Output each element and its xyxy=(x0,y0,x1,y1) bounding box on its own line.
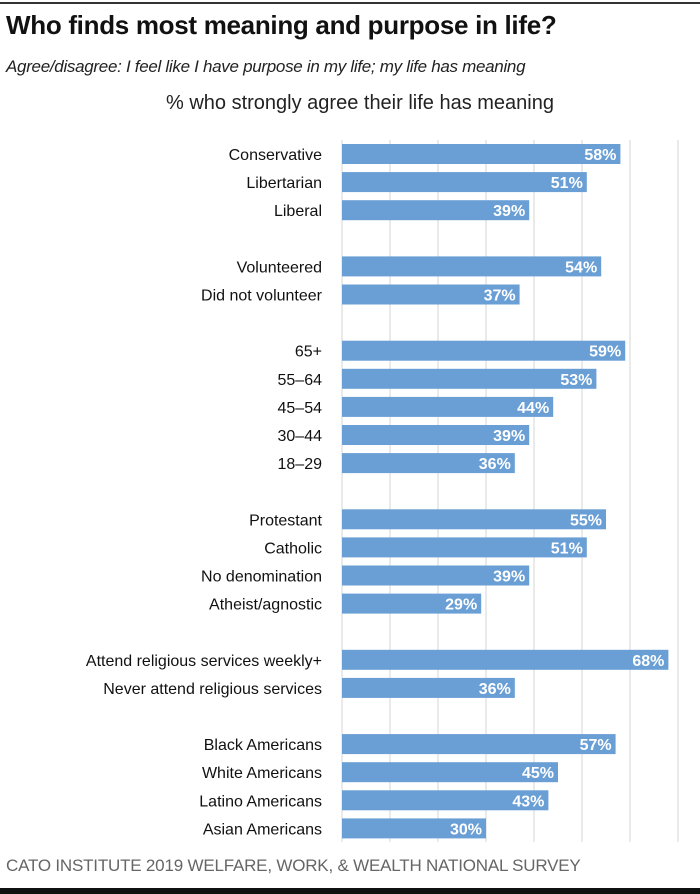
bar xyxy=(342,396,554,417)
category-label: Black Americans xyxy=(204,737,322,754)
bar xyxy=(342,340,626,361)
data-label: 43% xyxy=(512,793,544,810)
data-label: 30% xyxy=(450,821,482,838)
page-title: Who finds most meaning and purpose in li… xyxy=(6,10,557,40)
data-label: 51% xyxy=(551,540,583,557)
bar xyxy=(342,593,482,614)
category-label: 65+ xyxy=(295,344,322,361)
bar xyxy=(342,649,669,670)
category-label: 45–54 xyxy=(278,400,323,417)
bar xyxy=(342,818,486,839)
category-label: Latino Americans xyxy=(199,793,322,810)
category-label: No denomination xyxy=(201,569,322,586)
data-label: 36% xyxy=(479,681,511,698)
category-label: Asian Americans xyxy=(203,821,322,838)
data-label: 68% xyxy=(632,653,664,670)
data-label: 37% xyxy=(484,288,516,305)
data-label: 36% xyxy=(479,456,511,473)
category-label: White Americans xyxy=(202,765,322,782)
source-note: CATO INSTITUTE 2019 WELFARE, WORK, & WEA… xyxy=(6,856,581,875)
data-label: 29% xyxy=(445,597,477,614)
category-label: Libertarian xyxy=(246,175,322,192)
bar xyxy=(342,677,515,698)
bar xyxy=(342,172,587,193)
data-label: 44% xyxy=(517,400,549,417)
bar xyxy=(342,734,616,755)
data-label: 39% xyxy=(493,569,525,586)
data-label: 39% xyxy=(493,428,525,445)
category-label: Conservative xyxy=(229,147,322,164)
data-label: 45% xyxy=(522,765,554,782)
category-label: Volunteered xyxy=(237,259,322,276)
bar xyxy=(342,256,602,277)
data-label: 53% xyxy=(560,372,592,389)
chart-title: % who strongly agree their life has mean… xyxy=(166,92,554,114)
bar xyxy=(342,144,621,164)
category-label: Catholic xyxy=(264,540,322,557)
data-label: 51% xyxy=(551,175,583,192)
bar xyxy=(342,509,606,530)
category-label: Atheist/agnostic xyxy=(209,597,322,614)
category-label: Protestant xyxy=(249,512,322,529)
category-label: Liberal xyxy=(274,203,322,220)
bar xyxy=(342,284,520,305)
data-label: 57% xyxy=(580,737,612,754)
category-label: Never attend religious services xyxy=(103,681,322,698)
data-label: 55% xyxy=(570,512,602,529)
bar xyxy=(342,425,530,445)
bottom-rule xyxy=(0,888,700,894)
category-label: 18–29 xyxy=(278,456,323,473)
bar xyxy=(342,790,549,811)
data-label: 58% xyxy=(584,147,616,164)
bar xyxy=(342,762,558,783)
bar xyxy=(342,537,587,558)
category-label: 30–44 xyxy=(278,428,323,445)
category-label: Did not volunteer xyxy=(201,288,323,305)
bar xyxy=(342,453,515,474)
bar xyxy=(342,565,530,586)
data-label: 59% xyxy=(589,344,621,361)
category-label: 55–64 xyxy=(278,372,323,389)
bar xyxy=(342,200,530,221)
top-rule xyxy=(0,2,700,4)
data-label: 39% xyxy=(493,203,525,220)
category-label: Attend religious services weekly+ xyxy=(86,653,322,670)
data-label: 54% xyxy=(565,259,597,276)
bar xyxy=(342,368,597,389)
page-subtitle: Agree/disagree: I feel like I have purpo… xyxy=(6,57,526,76)
